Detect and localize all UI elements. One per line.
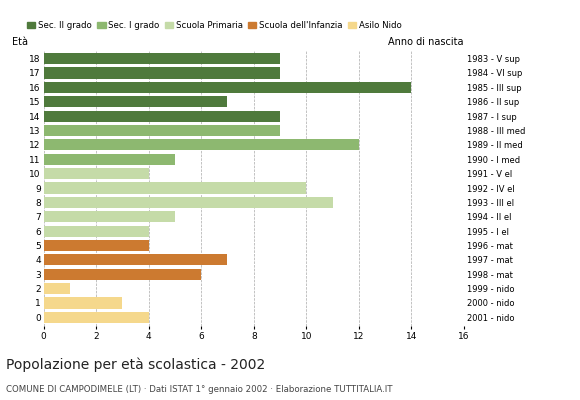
- Bar: [44, 283, 70, 294]
- Bar: [44, 168, 148, 179]
- Text: Popolazione per età scolastica - 2002: Popolazione per età scolastica - 2002: [6, 358, 265, 372]
- Bar: [44, 82, 411, 93]
- Bar: [44, 67, 280, 79]
- Legend: Sec. II grado, Sec. I grado, Scuola Primaria, Scuola dell'Infanzia, Asilo Nido: Sec. II grado, Sec. I grado, Scuola Prim…: [27, 21, 402, 30]
- Bar: [44, 96, 227, 107]
- Bar: [44, 269, 201, 280]
- Bar: [44, 312, 148, 323]
- Bar: [44, 110, 280, 122]
- Text: Anno di nascita: Anno di nascita: [389, 37, 464, 47]
- Text: Età: Età: [12, 37, 28, 47]
- Bar: [44, 154, 175, 165]
- Bar: [44, 211, 175, 222]
- Bar: [44, 139, 359, 150]
- Bar: [44, 297, 122, 309]
- Bar: [44, 254, 227, 266]
- Bar: [44, 240, 148, 251]
- Bar: [44, 197, 332, 208]
- Bar: [44, 182, 306, 194]
- Bar: [44, 53, 280, 64]
- Text: COMUNE DI CAMPODIMELE (LT) · Dati ISTAT 1° gennaio 2002 · Elaborazione TUTTITALI: COMUNE DI CAMPODIMELE (LT) · Dati ISTAT …: [6, 385, 392, 394]
- Bar: [44, 226, 148, 237]
- Bar: [44, 125, 280, 136]
